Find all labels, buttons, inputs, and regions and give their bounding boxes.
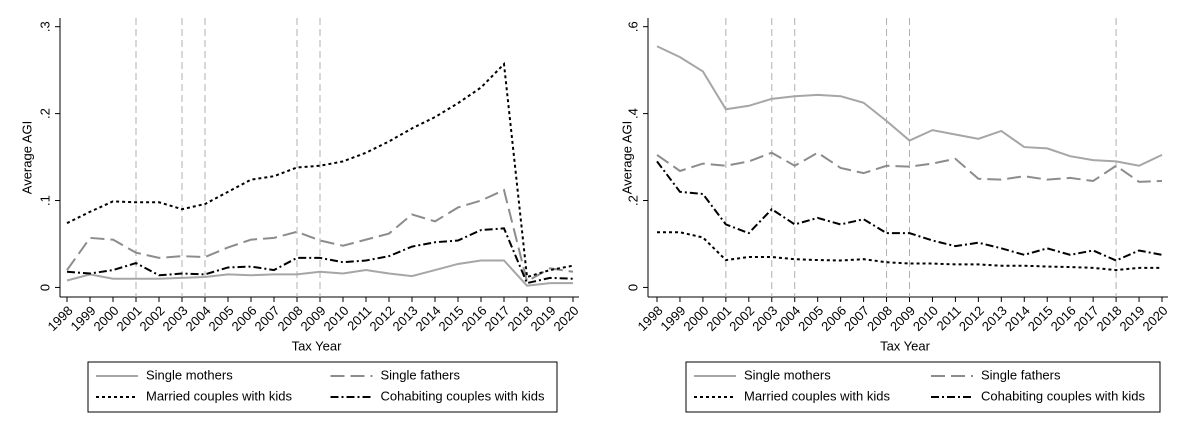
y-tick-label: .4 — [625, 108, 640, 119]
x-tick-label: 2010 — [320, 303, 351, 334]
x-tick-label: 2005 — [795, 303, 826, 334]
x-tick-label: 2009 — [297, 303, 328, 334]
y-tick-label: 0 — [625, 284, 640, 291]
series-line — [656, 160, 1163, 262]
legend-label: Cohabiting couples with kids — [381, 388, 546, 403]
x-tick-label: 2012 — [956, 303, 987, 334]
x-tick-label: 2020 — [1139, 303, 1170, 334]
x-tick-label: 2006 — [818, 303, 849, 334]
x-tick-label: 2001 — [703, 303, 734, 334]
x-tick-label: 2019 — [527, 303, 558, 334]
x-tick-label: 2012 — [366, 303, 397, 334]
x-tick-label: 2000 — [680, 303, 711, 334]
legend-label: Cohabiting couples with kids — [981, 388, 1146, 403]
x-tick-label: 2013 — [979, 303, 1010, 334]
x-tick-label: 2003 — [749, 303, 780, 334]
x-tick-label: 1998 — [44, 303, 75, 334]
x-tick-label: 1999 — [657, 303, 688, 334]
x-tick-label: 2010 — [910, 303, 941, 334]
x-tick-label: 2007 — [841, 303, 872, 334]
panel: 0.1.2.3199819992000200120022003200420052… — [19, 18, 582, 413]
series-line — [66, 259, 573, 287]
x-tick-label: 1999 — [67, 303, 98, 334]
legend-label: Married couples with kids — [146, 388, 292, 403]
x-tick-label: 2017 — [481, 303, 512, 334]
x-tick-label: 2002 — [136, 303, 167, 334]
x-tick-label: 2003 — [159, 303, 190, 334]
y-tick-label: 0 — [37, 284, 52, 291]
y-axis-title: Average AGI — [19, 121, 34, 194]
x-tick-label: 2008 — [864, 303, 895, 334]
legend-box — [685, 361, 1161, 413]
x-tick-label: 2008 — [274, 303, 305, 334]
legend-label: Single mothers — [744, 367, 831, 382]
x-tick-label: 2020 — [550, 303, 581, 334]
series-line — [656, 151, 1163, 183]
x-tick-label: 2015 — [1025, 303, 1056, 334]
y-axis-title: Average AGI — [619, 121, 634, 194]
x-tick-label: 2018 — [504, 303, 535, 334]
x-tick-label: 2002 — [726, 303, 757, 334]
x-tick-label: 2001 — [113, 303, 144, 334]
legend-label: Single fathers — [381, 367, 461, 382]
series-line — [66, 188, 574, 283]
series-line — [66, 227, 574, 285]
x-tick-label: 2016 — [1048, 303, 1079, 334]
x-axis-title: Tax Year — [880, 338, 931, 353]
x-tick-label: 2014 — [412, 303, 443, 334]
x-tick-label: 2014 — [1002, 303, 1033, 334]
x-tick-label: 2005 — [205, 303, 236, 334]
x-tick-label: 2000 — [90, 303, 121, 334]
series-line — [656, 45, 1163, 167]
y-tick-label: .1 — [37, 195, 52, 206]
legend-box — [87, 361, 558, 413]
legend-label: Single mothers — [146, 367, 233, 382]
x-tick-label: 2016 — [458, 303, 489, 334]
x-tick-label: 2011 — [344, 303, 374, 333]
x-tick-label: 2004 — [182, 303, 213, 334]
x-tick-label: 2009 — [887, 303, 918, 334]
x-tick-label: 1998 — [634, 303, 665, 334]
x-tick-label: 2013 — [389, 303, 420, 334]
x-tick-label: 2018 — [1094, 303, 1125, 334]
panel: 0.2.4.6199819992000200120022003200420052… — [619, 18, 1171, 413]
x-tick-label: 2011 — [934, 303, 964, 333]
x-tick-label: 2004 — [772, 303, 803, 334]
y-tick-label: .6 — [625, 21, 640, 32]
x-tick-label: 2015 — [435, 303, 466, 334]
series-line — [66, 61, 574, 279]
legend-label: Married couples with kids — [744, 388, 890, 403]
x-axis-title: Tax Year — [292, 338, 343, 353]
x-tick-label: 2019 — [1117, 303, 1148, 334]
y-tick-label: .3 — [37, 21, 52, 32]
y-tick-label: .2 — [625, 195, 640, 206]
x-tick-label: 2017 — [1071, 303, 1102, 334]
x-tick-label: 2007 — [251, 303, 282, 334]
x-tick-label: 2006 — [228, 303, 259, 334]
y-tick-label: .2 — [37, 108, 52, 119]
legend-label: Single fathers — [981, 367, 1061, 382]
